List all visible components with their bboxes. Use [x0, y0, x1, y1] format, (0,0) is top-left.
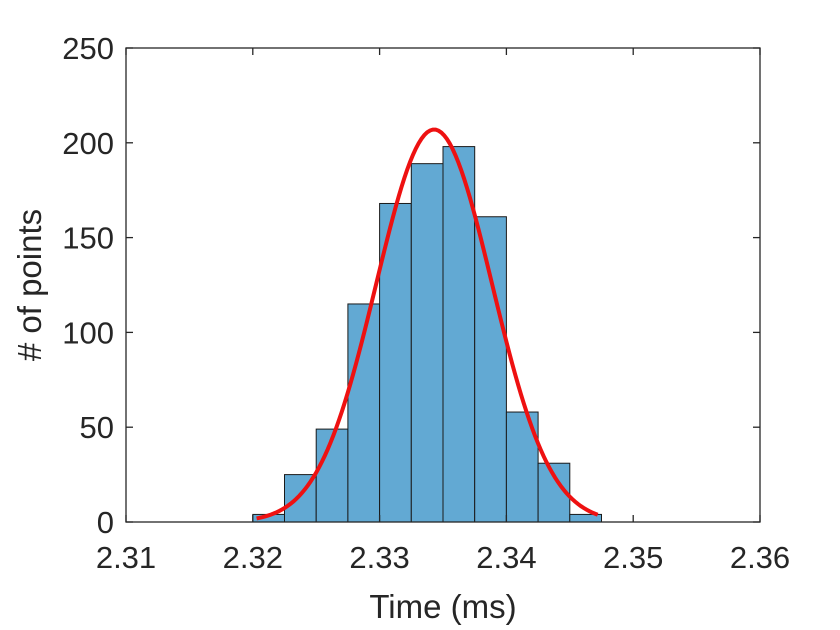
histogram-bar: [474, 216, 507, 523]
y-axis-label: # of points: [11, 209, 48, 361]
x-tick-label: 2.34: [476, 540, 536, 575]
x-tick-label: 2.33: [349, 540, 409, 575]
x-tick-label: 2.32: [223, 540, 283, 575]
y-tick-label: 100: [62, 315, 114, 350]
axis-ticks: 2.31 2.32 2.33 2.34 2.35 2.36 0 50 100 150 200 250: [62, 31, 790, 575]
y-tick-label: 200: [62, 126, 114, 161]
plot-area-border: [125, 47, 761, 523]
y-tick-label: 0: [97, 505, 114, 540]
x-tick-label: 2.36: [730, 540, 790, 575]
y-tick-label: 50: [80, 410, 114, 445]
gaussian-fit-line: [256, 127, 599, 521]
y-tick-label: 150: [62, 221, 114, 256]
x-tick-label: 2.31: [96, 540, 156, 575]
histogram-bar: [410, 163, 444, 523]
histogram-bar: [442, 146, 476, 523]
x-axis-label: Time (ms): [369, 588, 516, 625]
x-tick-label: 2.35: [603, 540, 663, 575]
y-tick-label: 250: [62, 31, 114, 66]
